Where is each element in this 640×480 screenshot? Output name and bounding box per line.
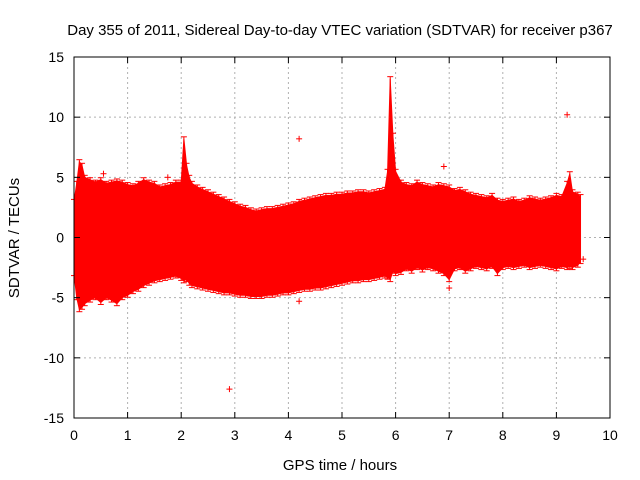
x-tick-label: 0: [70, 427, 78, 443]
x-tick-label: 4: [285, 427, 293, 443]
y-tick-label: 5: [56, 169, 64, 185]
x-tick-label: 1: [124, 427, 132, 443]
x-tick-label: 6: [392, 427, 400, 443]
outlier-point: [296, 135, 303, 142]
x-tick-label: 9: [553, 427, 561, 443]
x-tick-label: 3: [231, 427, 239, 443]
y-tick-label: -5: [52, 290, 65, 306]
y-tick-label: -15: [44, 410, 64, 426]
x-axis-label: GPS time / hours: [283, 457, 397, 474]
outlier-point: [446, 285, 453, 292]
y-tick-label: 15: [48, 49, 64, 65]
outlier-point: [226, 386, 233, 393]
chart-title: Day 355 of 2011, Sidereal Day-to-day VTE…: [67, 22, 613, 39]
x-tick-label: 10: [602, 427, 618, 443]
outlier-point: [580, 256, 587, 263]
x-tick-label: 7: [445, 427, 453, 443]
data-layer: [71, 76, 587, 393]
x-tick-label: 8: [499, 427, 507, 443]
outlier-point: [164, 174, 171, 181]
outlier-point: [296, 298, 303, 305]
y-tick-label: 10: [48, 109, 64, 125]
x-tick-label: 5: [338, 427, 346, 443]
outlier-point: [440, 163, 447, 170]
y-axis-label: SDTVAR / TECUs: [6, 178, 23, 298]
x-tick-label: 2: [177, 427, 185, 443]
series-envelope: [73, 78, 581, 311]
y-tick-label: -10: [44, 350, 64, 366]
tick-layer: 0 1 2 3 4 5 6 7 8 9 10 15 10 5 0 -5 -10 -15: [44, 49, 618, 443]
outlier-point: [564, 111, 571, 118]
outlier-point: [100, 170, 107, 177]
y-tick-label: 0: [56, 230, 64, 246]
